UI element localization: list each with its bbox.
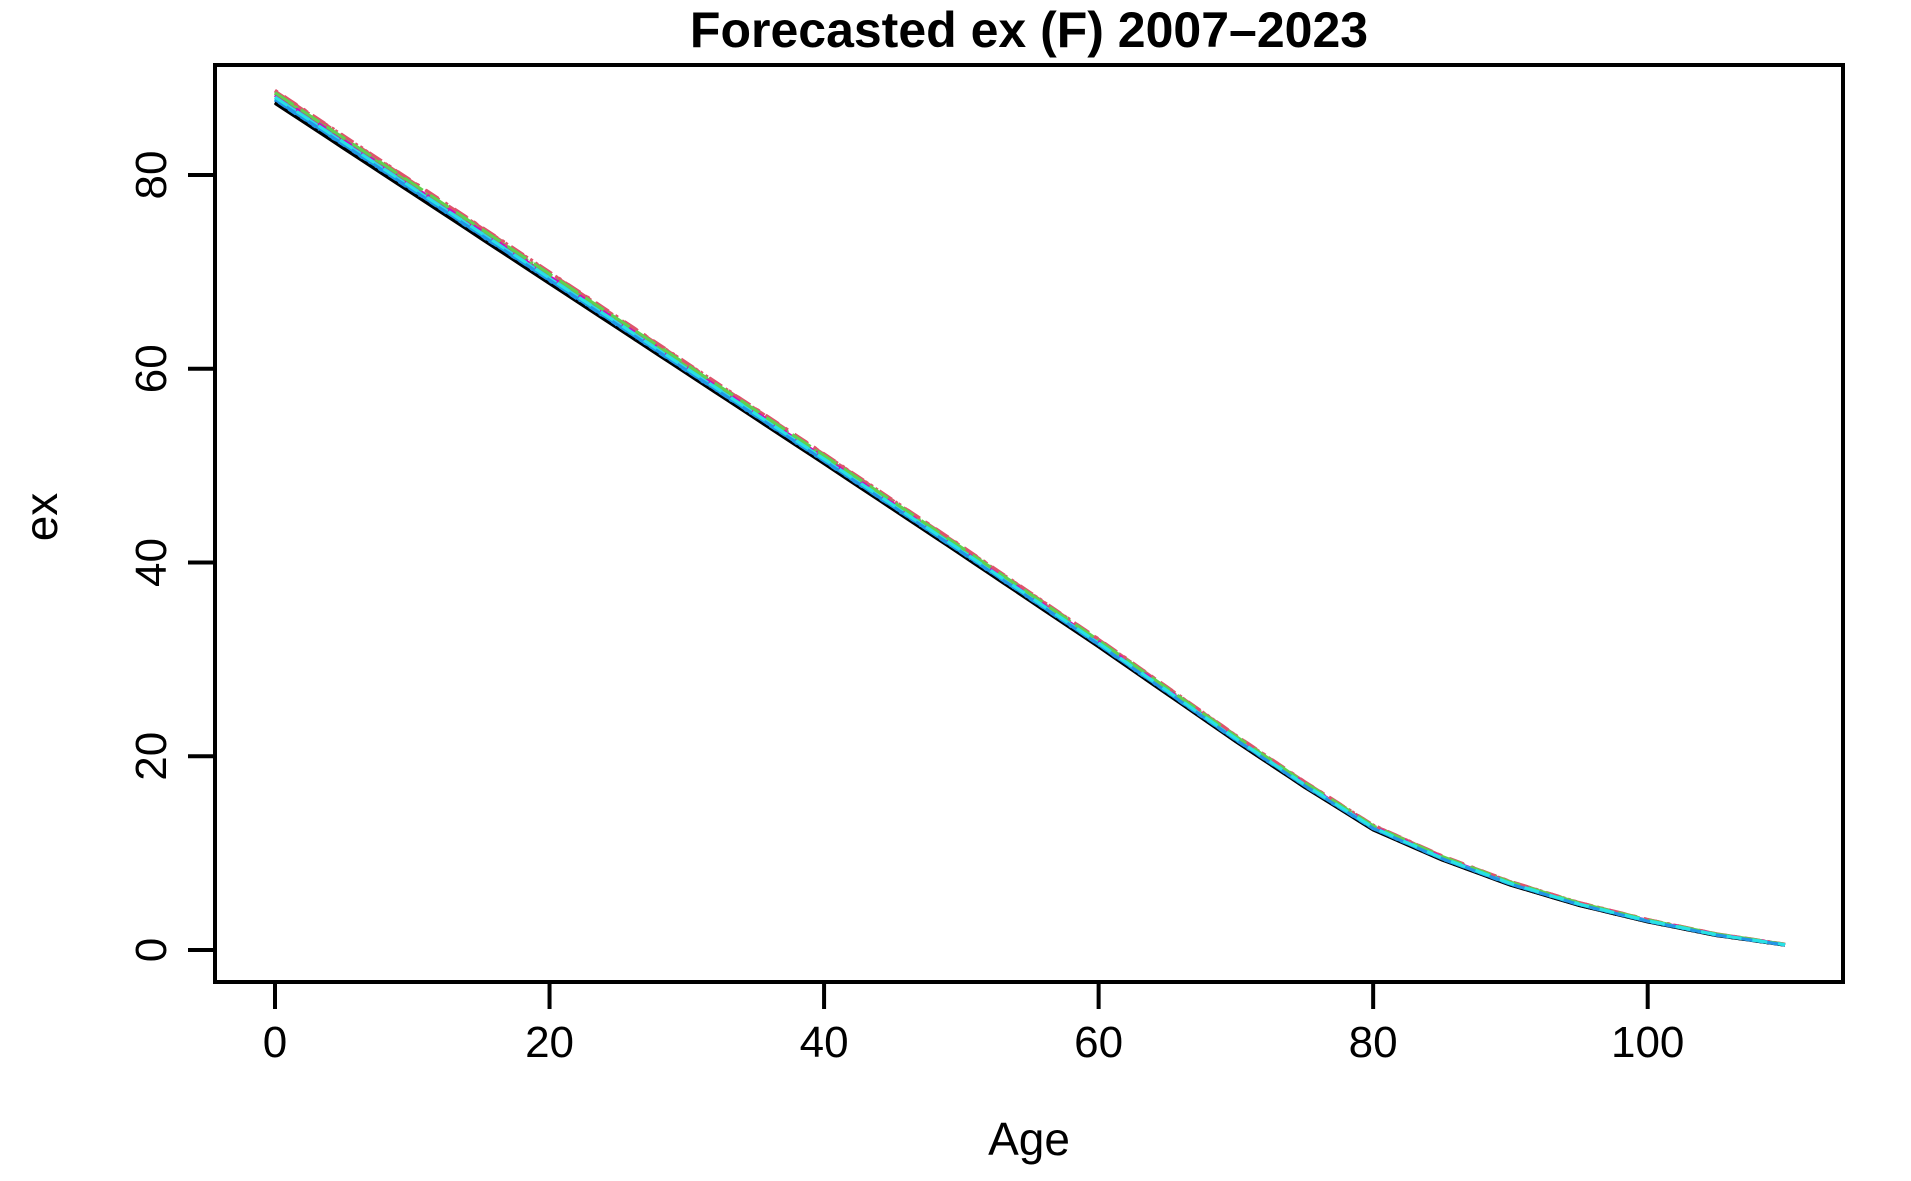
x-tick-label: 100: [1611, 1018, 1684, 1067]
plot-border: [213, 63, 1845, 984]
series-line-2022: [274, 98, 1786, 947]
series-line-2011: [274, 96, 1786, 947]
series-line-2016: [274, 98, 1786, 947]
y-axis: 0 20 40 60 80: [127, 151, 215, 962]
x-tick-label: 0: [263, 1018, 287, 1067]
series-line-2018: [274, 93, 1786, 947]
series-line-2019: [274, 100, 1786, 947]
series-line-2014: [274, 89, 1786, 946]
x-axis: 0 20 40 60 80 100: [263, 982, 1684, 1067]
y-axis-label: ex: [15, 493, 67, 542]
y-tick-label: 20: [127, 732, 176, 781]
series-line-2007: [274, 101, 1786, 947]
series-line-2020: [274, 88, 1786, 946]
series-line-2021: [274, 91, 1786, 946]
x-tick-label: 60: [1074, 1018, 1123, 1067]
y-tick-label: 40: [127, 538, 176, 587]
y-tick-label: 80: [127, 151, 176, 200]
x-tick-label: 80: [1349, 1018, 1398, 1067]
series-line-2015: [274, 91, 1786, 946]
series-line-2013: [274, 101, 1786, 947]
y-tick-label: 60: [127, 344, 176, 393]
x-tick-label: 40: [800, 1018, 849, 1067]
series-line-2012: [274, 94, 1786, 947]
series-line-2009: [274, 92, 1786, 946]
chart-title: Forecasted ex (F) 2007–2023: [690, 2, 1368, 58]
x-tick-label: 20: [525, 1018, 574, 1067]
x-axis-label: Age: [988, 1113, 1070, 1165]
y-tick-label: 0: [127, 938, 176, 962]
series-line-2023: [274, 95, 1786, 947]
series-line-2010: [274, 98, 1786, 947]
series-line-2017: [274, 96, 1786, 947]
series-line-2008: [274, 89, 1786, 946]
series-lines: [274, 88, 1786, 947]
